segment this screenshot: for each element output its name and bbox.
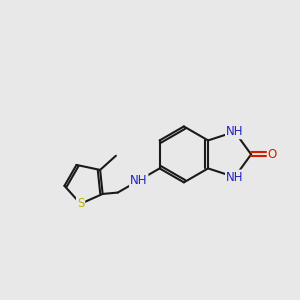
Text: NH: NH — [130, 174, 148, 187]
Text: S: S — [77, 197, 84, 210]
Text: NH: NH — [226, 125, 243, 138]
Text: NH: NH — [226, 170, 243, 184]
Text: O: O — [268, 148, 277, 161]
